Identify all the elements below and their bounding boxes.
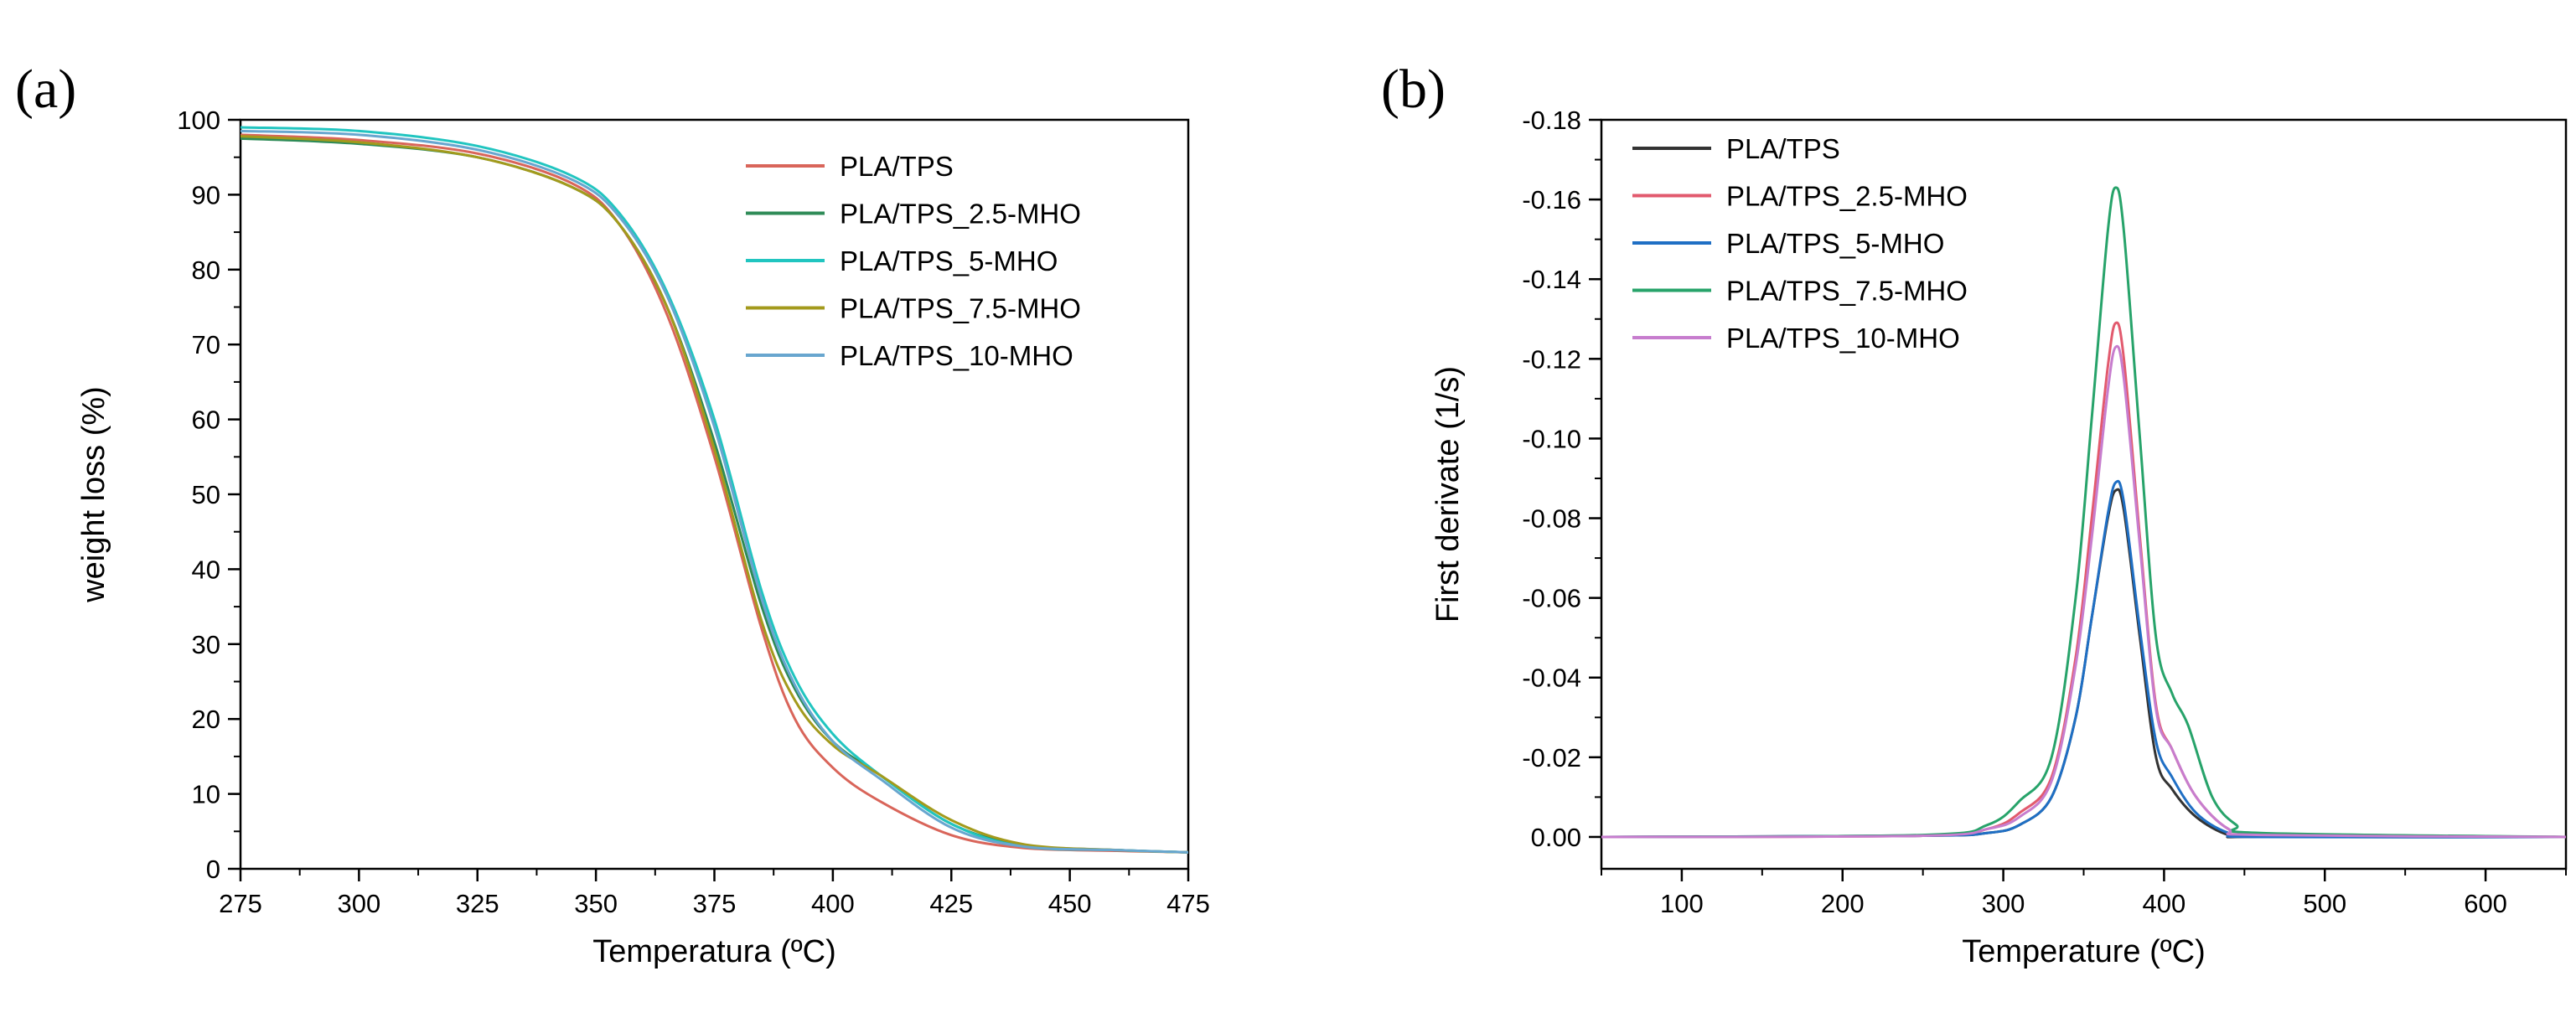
- a-series-line-pla-tps-10-mho: [241, 129, 1188, 854]
- b-legend-label-pla-tps-5-mho: PLA/TPS_5-MHO: [1726, 228, 1944, 259]
- b-x-tick-label: 300: [1982, 889, 2025, 918]
- a-y-tick-label: 90: [192, 180, 220, 209]
- chart-b-first-derivative: 100 200 300 400 500 600 0.00 -0.02 -0.04 -0.06 -0.…: [1430, 106, 2568, 969]
- a-x-tick-label: 275: [219, 889, 262, 918]
- b-y-tick-label: -0.14: [1522, 265, 1581, 294]
- b-y-tick-label: -0.06: [1522, 584, 1581, 613]
- a-legend-label-pla-tps-2-5-mho: PLA/TPS_2.5-MHO: [840, 199, 1081, 230]
- b-y-tick-label: -0.18: [1522, 106, 1581, 135]
- b-legend-label-pla-tps-2-5-mho: PLA/TPS_2.5-MHO: [1726, 181, 1968, 212]
- b-y-tick-label: -0.10: [1522, 424, 1581, 453]
- a-x-tick-label: 325: [456, 889, 499, 918]
- b-legend-label-pla-tps: PLA/TPS: [1726, 133, 1840, 164]
- b-x-axis-title: Temperature (ºC): [1962, 934, 2206, 969]
- b-y-axis-title: First derivate (1/s): [1430, 366, 1466, 622]
- a-x-tick-label: 475: [1166, 889, 1210, 918]
- b-y-tick-label: -0.16: [1522, 185, 1581, 214]
- a-y-tick-label: 100: [177, 106, 220, 135]
- a-series-line-pla-tps: [241, 133, 1188, 854]
- b-y-tick-label: -0.12: [1522, 344, 1581, 374]
- b-legend: PLA/TPS PLA/TPS_2.5-MHO PLA/TPS_5-MHO PLA/T…: [1632, 133, 1968, 354]
- b-series-group: [1601, 186, 2566, 839]
- b-series-line-pla-tps-2-5-mho: [1601, 321, 2566, 839]
- b-y-tick-label: -0.02: [1522, 743, 1581, 772]
- a-series-line-pla-tps-5-mho: [241, 126, 1188, 854]
- a-x-tick-label: 425: [929, 889, 973, 918]
- b-x-tick-label: 400: [2143, 889, 2186, 918]
- a-y-tick-label: 50: [192, 480, 220, 509]
- b-series-line-pla-tps-10-mho: [1601, 344, 2566, 839]
- b-x-tick-label: 500: [2303, 889, 2346, 918]
- a-y-axis-title: weight loss (%): [76, 386, 111, 603]
- panel-label-b: (b): [1381, 59, 1446, 120]
- chart-a-weight-loss: 275 300 325 350 375 400 425 450 475 0 10 20 30 40 50 60…: [76, 106, 1210, 969]
- b-legend-label-pla-tps-10-mho: PLA/TPS_10-MHO: [1726, 323, 1960, 354]
- a-legend: PLA/TPS PLA/TPS_2.5-MHO PLA/TPS_5-MHO PLA/T…: [746, 151, 1081, 371]
- a-y-tick-label: 60: [192, 406, 220, 435]
- a-x-tick-label: 350: [574, 889, 618, 918]
- a-legend-label-pla-tps-7-5-mho: PLA/TPS_7.5-MHO: [840, 293, 1081, 324]
- a-legend-label-pla-tps-5-mho: PLA/TPS_5-MHO: [840, 245, 1058, 276]
- a-legend-label-pla-tps: PLA/TPS: [840, 151, 954, 182]
- b-y-tick-label: -0.04: [1522, 664, 1581, 693]
- a-y-tick-label: 30: [192, 630, 220, 659]
- a-y-tick-label: 10: [192, 780, 220, 809]
- b-series-line-pla-tps-7-5-mho: [1601, 186, 2566, 839]
- b-x-tick-label: 600: [2464, 889, 2507, 918]
- a-y-tick-label: 80: [192, 256, 220, 285]
- b-x-tick-label: 100: [1660, 889, 1704, 918]
- a-x-tick-label: 300: [338, 889, 381, 918]
- a-plot-frame: [239, 118, 1190, 870]
- b-x-tick-label: 200: [1821, 889, 1865, 918]
- a-y-tick-label: 70: [192, 330, 220, 359]
- a-y-tick-label: 20: [192, 705, 220, 734]
- b-y-tick-label: 0.00: [1531, 823, 1581, 852]
- b-series-line-pla-tps: [1601, 488, 2566, 839]
- panel-label-a: (a): [15, 59, 76, 120]
- a-legend-label-pla-tps-10-mho: PLA/TPS_10-MHO: [840, 340, 1073, 371]
- a-y-tick-label: 40: [192, 555, 220, 584]
- b-y-tick-label: -0.08: [1522, 504, 1581, 534]
- a-x-tick-label: 450: [1048, 889, 1092, 918]
- b-series-line-pla-tps-5-mho: [1601, 479, 2566, 839]
- a-x-axis-title: Temperatura (ºC): [592, 934, 836, 969]
- a-series-group: [241, 126, 1188, 854]
- a-x-tick-label: 375: [693, 889, 737, 918]
- b-legend-label-pla-tps-7-5-mho: PLA/TPS_7.5-MHO: [1726, 276, 1968, 307]
- a-series-line-pla-tps-7-5-mho: [241, 135, 1188, 854]
- a-x-tick-label: 400: [811, 889, 855, 918]
- a-y-tick-label: 0: [206, 855, 220, 884]
